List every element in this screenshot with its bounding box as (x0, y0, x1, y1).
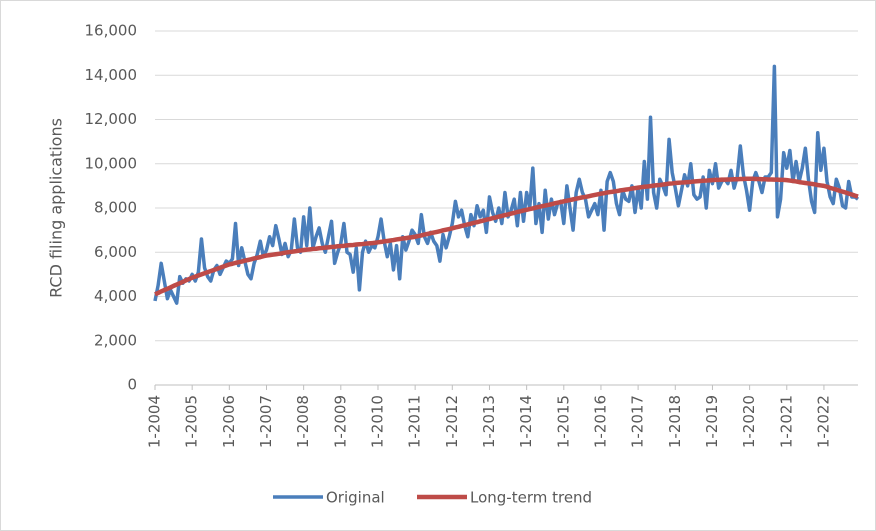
x-tick-label: 1-2012 (443, 395, 461, 448)
legend-label: Original (326, 489, 385, 507)
x-tick-label: 1-2017 (629, 395, 647, 448)
y-tick-label: 6,000 (94, 243, 137, 261)
x-tick-label: 1-2016 (591, 395, 609, 448)
x-tick-label: 1-2018 (666, 395, 684, 448)
y-tick-label: 12,000 (85, 110, 138, 128)
x-tick-label: 1-2004 (146, 395, 164, 448)
y-tick-label: 14,000 (85, 66, 138, 84)
legend-label: Long-term trend (470, 489, 592, 507)
y-tick-label: 4,000 (94, 287, 137, 305)
x-tick-label: 1-2020 (740, 395, 758, 448)
y-tick-label: 2,000 (94, 331, 137, 349)
x-tick-label: 1-2008 (294, 395, 312, 448)
y-axis-title: RCD filing applications (47, 118, 66, 298)
x-tick-label: 1-2011 (406, 395, 424, 448)
y-tick-label: 16,000 (85, 22, 138, 40)
x-tick-label: 1-2009 (331, 395, 349, 448)
series-line (154, 176, 859, 297)
y-tick-label: 10,000 (85, 154, 138, 172)
series-line (153, 64, 860, 305)
y-tick-label: 8,000 (94, 199, 137, 217)
x-tick-label: 1-2007 (257, 395, 275, 448)
x-tick-label: 1-2021 (777, 395, 795, 448)
x-tick-label: 1-2013 (480, 395, 498, 448)
y-tick-label: 0 (127, 376, 137, 394)
x-tick-label: 1-2019 (703, 395, 721, 448)
x-tick-label: 1-2014 (517, 395, 535, 448)
x-tick-label: 1-2010 (368, 395, 386, 448)
x-tick-label: 1-2022 (814, 395, 832, 448)
x-tick-label: 1-2005 (183, 395, 201, 448)
x-tick-label: 1-2015 (554, 395, 572, 448)
x-tick-label: 1-2006 (220, 395, 238, 448)
